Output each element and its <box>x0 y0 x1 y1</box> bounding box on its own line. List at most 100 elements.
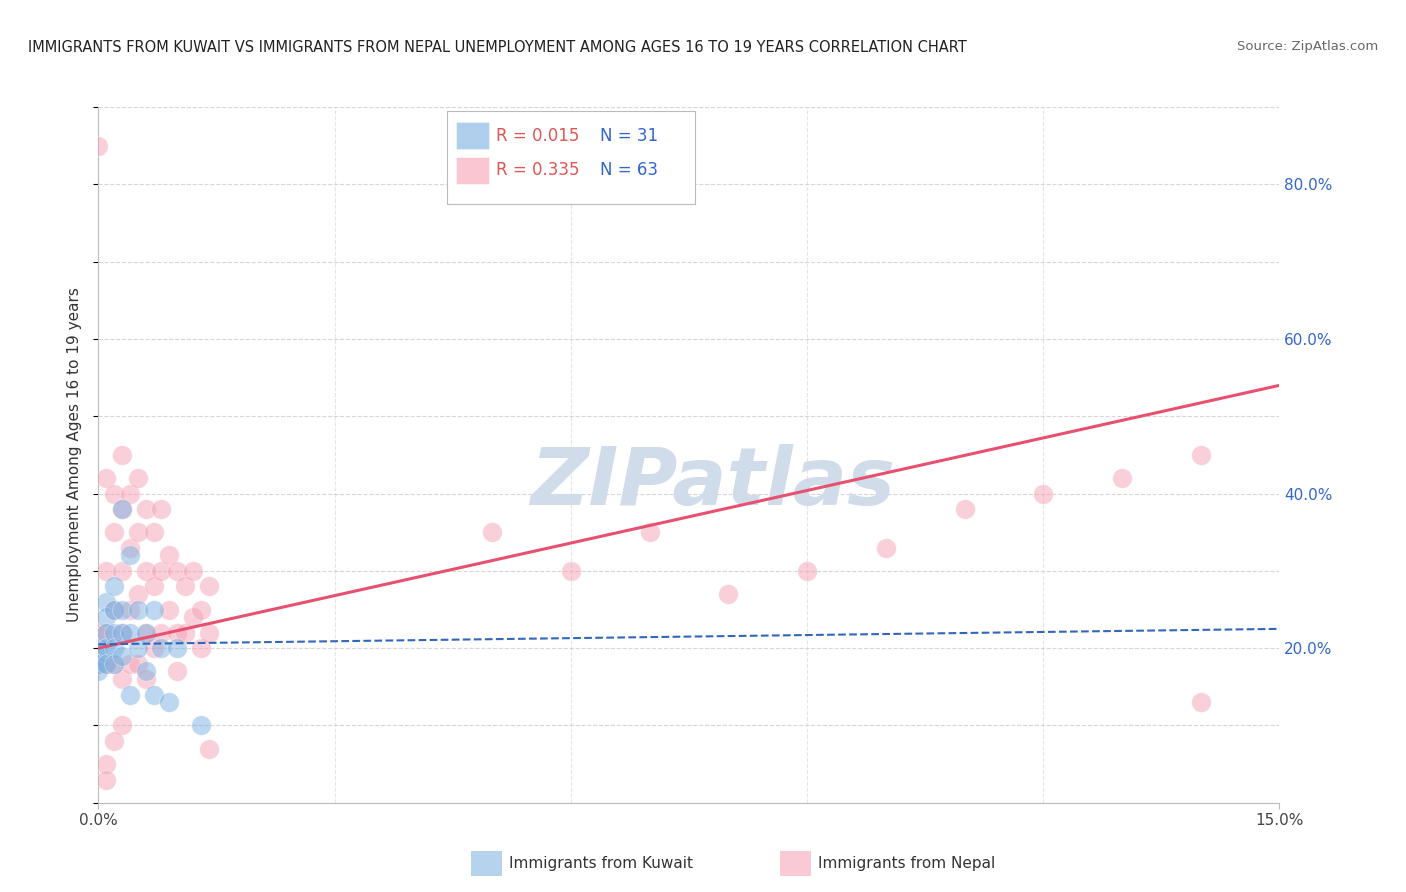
Point <box>118 602 141 616</box>
Text: Immigrants from Kuwait: Immigrants from Kuwait <box>509 856 693 871</box>
Point <box>150 641 173 656</box>
Point <box>481 525 503 540</box>
Point <box>96 657 118 671</box>
Point <box>111 448 134 462</box>
Point <box>127 471 149 485</box>
Point <box>96 625 118 640</box>
Point <box>197 579 219 593</box>
Point <box>87 138 110 153</box>
Point <box>87 657 110 671</box>
Point <box>111 648 134 663</box>
Point <box>127 602 149 616</box>
Point <box>111 564 134 578</box>
Text: Immigrants from Nepal: Immigrants from Nepal <box>818 856 995 871</box>
Point <box>127 587 149 601</box>
Point <box>103 525 125 540</box>
Point <box>127 657 149 671</box>
Point <box>87 648 110 663</box>
Text: R = 0.335: R = 0.335 <box>496 161 579 179</box>
Point <box>150 564 173 578</box>
Point <box>96 564 118 578</box>
Point <box>150 502 173 516</box>
Point <box>96 657 118 671</box>
Point <box>1189 448 1212 462</box>
Point <box>135 625 157 640</box>
Point <box>1032 486 1054 500</box>
Point <box>111 625 134 640</box>
Point <box>1189 695 1212 709</box>
Point <box>103 625 125 640</box>
Point <box>197 741 219 756</box>
Text: IMMIGRANTS FROM KUWAIT VS IMMIGRANTS FROM NEPAL UNEMPLOYMENT AMONG AGES 16 TO 19: IMMIGRANTS FROM KUWAIT VS IMMIGRANTS FRO… <box>28 40 967 55</box>
Point <box>118 541 141 555</box>
Point <box>190 602 212 616</box>
Point <box>174 625 197 640</box>
Y-axis label: Unemployment Among Ages 16 to 19 years: Unemployment Among Ages 16 to 19 years <box>67 287 83 623</box>
Point <box>717 587 740 601</box>
Point <box>103 657 125 671</box>
Point <box>103 486 125 500</box>
Point <box>103 602 125 616</box>
Point <box>181 564 204 578</box>
Point <box>181 610 204 624</box>
Point <box>111 718 134 732</box>
Point <box>135 564 157 578</box>
Point <box>142 641 165 656</box>
Point <box>96 757 118 772</box>
Text: N = 63: N = 63 <box>600 161 658 179</box>
FancyBboxPatch shape <box>457 122 489 149</box>
Point <box>87 641 110 656</box>
Point <box>142 602 165 616</box>
Point <box>157 549 180 563</box>
Point <box>638 525 661 540</box>
Point <box>166 641 188 656</box>
Point <box>796 564 818 578</box>
Point <box>111 502 134 516</box>
Point <box>142 579 165 593</box>
Text: Source: ZipAtlas.com: Source: ZipAtlas.com <box>1237 40 1378 54</box>
Point <box>560 564 582 578</box>
Point <box>142 688 165 702</box>
Point <box>127 641 149 656</box>
Point <box>96 471 118 485</box>
Point <box>135 665 157 679</box>
Point <box>150 625 173 640</box>
Point <box>111 602 134 616</box>
Point <box>103 579 125 593</box>
Point <box>142 525 165 540</box>
Point <box>166 564 188 578</box>
Point <box>875 541 897 555</box>
Point <box>174 579 197 593</box>
Point <box>111 502 134 516</box>
Point <box>103 602 125 616</box>
Point <box>118 625 141 640</box>
Point <box>197 625 219 640</box>
Point <box>87 657 110 671</box>
Point <box>111 672 134 686</box>
Point <box>118 486 141 500</box>
Point <box>190 641 212 656</box>
Point <box>96 610 118 624</box>
Point <box>166 625 188 640</box>
FancyBboxPatch shape <box>447 111 695 204</box>
Point <box>103 657 125 671</box>
Point <box>87 625 110 640</box>
Point <box>118 657 141 671</box>
Point <box>96 595 118 609</box>
Point <box>96 772 118 787</box>
Point <box>127 525 149 540</box>
Point <box>118 688 141 702</box>
Point <box>118 549 141 563</box>
Point <box>157 695 180 709</box>
Text: N = 31: N = 31 <box>600 127 658 145</box>
Point <box>157 602 180 616</box>
Point <box>135 625 157 640</box>
Point <box>111 625 134 640</box>
Text: ZIPatlas: ZIPatlas <box>530 443 896 522</box>
Point <box>103 734 125 748</box>
Text: R = 0.015: R = 0.015 <box>496 127 579 145</box>
Point <box>103 641 125 656</box>
Point <box>135 672 157 686</box>
Point <box>96 641 118 656</box>
Point <box>87 665 110 679</box>
